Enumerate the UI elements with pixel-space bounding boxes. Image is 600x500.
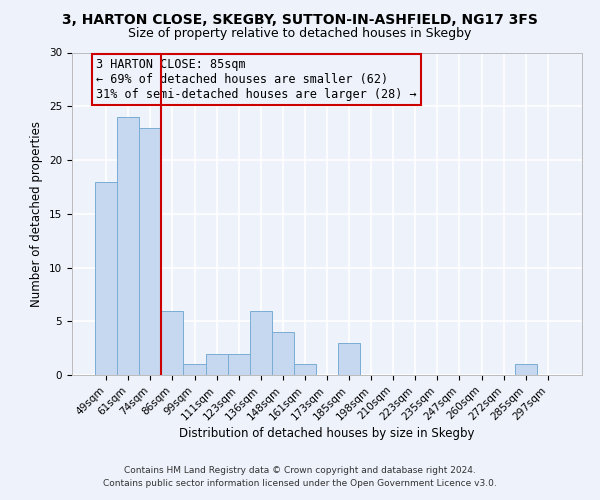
Bar [95, 182, 117, 375]
Bar [184, 364, 206, 375]
Text: 3, HARTON CLOSE, SKEGBY, SUTTON-IN-ASHFIELD, NG17 3FS: 3, HARTON CLOSE, SKEGBY, SUTTON-IN-ASHFI… [62, 12, 538, 26]
Bar [117, 117, 139, 375]
X-axis label: Distribution of detached houses by size in Skegby: Distribution of detached houses by size … [179, 427, 475, 440]
Bar [227, 354, 250, 375]
Y-axis label: Number of detached properties: Number of detached properties [31, 120, 43, 306]
Bar [250, 310, 272, 375]
Text: 3 HARTON CLOSE: 85sqm
← 69% of detached houses are smaller (62)
31% of semi-deta: 3 HARTON CLOSE: 85sqm ← 69% of detached … [96, 58, 417, 101]
Bar [139, 128, 161, 375]
Bar [272, 332, 294, 375]
Bar [294, 364, 316, 375]
Bar [161, 310, 184, 375]
Bar [515, 364, 537, 375]
Text: Contains HM Land Registry data © Crown copyright and database right 2024.
Contai: Contains HM Land Registry data © Crown c… [103, 466, 497, 487]
Bar [338, 343, 360, 375]
Text: Size of property relative to detached houses in Skegby: Size of property relative to detached ho… [128, 28, 472, 40]
Bar [206, 354, 227, 375]
